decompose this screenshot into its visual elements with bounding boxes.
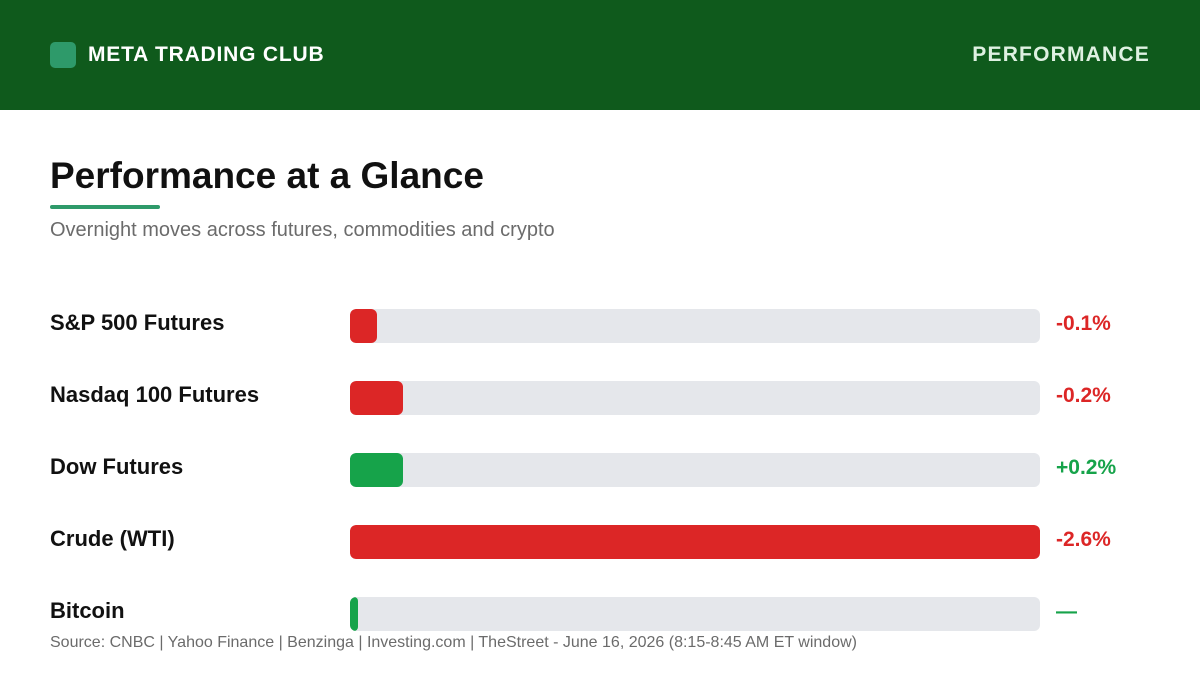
row-value: +0.2% [1056, 456, 1117, 479]
title-underline [50, 205, 160, 209]
bar-track [350, 525, 1040, 559]
bar [350, 525, 1040, 559]
brand-logo-icon [50, 42, 76, 68]
source-note: Source: CNBC | Yahoo Finance | Benzinga … [50, 634, 857, 651]
row-label: Crude (WTI) [50, 526, 175, 551]
row-label: S&P 500 Futures [50, 310, 225, 335]
bar [350, 381, 404, 415]
row-value: — [1056, 600, 1077, 623]
brand-name: META TRADING CLUB [88, 43, 325, 66]
chart-row: Dow Futures +0.2% [50, 452, 1150, 524]
bar-track [350, 381, 1040, 415]
page-subtitle: Overnight moves across futures, commodit… [50, 219, 555, 241]
row-label: Nasdaq 100 Futures [50, 382, 260, 407]
section-tag: PERFORMANCE [972, 43, 1150, 66]
chart-row: S&P 500 Futures -0.1% [50, 308, 1150, 380]
row-value: -2.6% [1056, 528, 1111, 551]
row-value: -0.1% [1056, 312, 1111, 335]
brand: META TRADING CLUB [50, 42, 324, 68]
row-value: -0.2% [1056, 384, 1111, 407]
chart-row: Crude (WTI) -2.6% [50, 524, 1150, 596]
row-label: Dow Futures [50, 454, 184, 479]
bar-track [350, 453, 1040, 487]
bar-track [350, 309, 1040, 343]
page-title: Performance at a Glance [50, 155, 484, 196]
chart-row: Nasdaq 100 Futures -0.2% [50, 380, 1150, 452]
performance-chart: S&P 500 Futures -0.1% Nasdaq 100 Futures -0… [50, 308, 1150, 668]
bar [350, 309, 377, 343]
bar-track [350, 597, 1040, 631]
chart-row: Bitcoin — [50, 596, 1150, 668]
bar [350, 453, 404, 487]
header-bar: META TRADING CLUB PERFORMANCE [0, 0, 1200, 110]
bar [350, 597, 358, 631]
row-label: Bitcoin [50, 598, 125, 623]
